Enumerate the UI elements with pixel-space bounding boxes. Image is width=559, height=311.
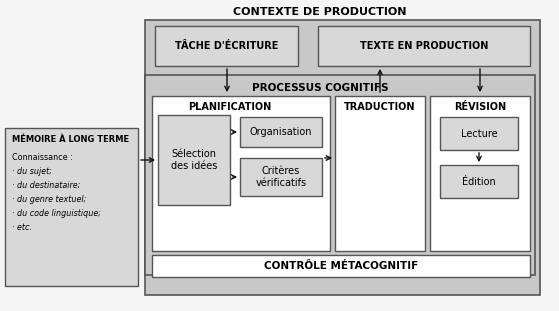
Bar bbox=[240, 158, 322, 196]
Text: Lecture: Lecture bbox=[461, 129, 498, 139]
Text: MÉMOIRE À LONG TERME: MÉMOIRE À LONG TERME bbox=[12, 136, 130, 145]
Text: TEXTE EN PRODUCTION: TEXTE EN PRODUCTION bbox=[360, 41, 488, 51]
Bar bbox=[152, 96, 330, 251]
Text: · du code linguistique;: · du code linguistique; bbox=[12, 209, 101, 218]
Text: Connaissance :: Connaissance : bbox=[12, 153, 73, 162]
Bar bbox=[240, 117, 322, 147]
Bar bbox=[5, 128, 138, 286]
Text: PROCESSUS COGNITIFS: PROCESSUS COGNITIFS bbox=[252, 83, 389, 93]
Text: RÉVISION: RÉVISION bbox=[454, 102, 506, 112]
Text: Sélection
des idées: Sélection des idées bbox=[171, 149, 217, 171]
Bar bbox=[145, 20, 540, 295]
Bar bbox=[158, 115, 230, 205]
Text: Édition: Édition bbox=[462, 177, 496, 187]
Text: Organisation: Organisation bbox=[250, 127, 312, 137]
Text: PLANIFICATION: PLANIFICATION bbox=[188, 102, 272, 112]
Bar bbox=[440, 165, 518, 198]
Text: CONTEXTE DE PRODUCTION: CONTEXTE DE PRODUCTION bbox=[233, 7, 407, 17]
Text: · du genre textuel;: · du genre textuel; bbox=[12, 195, 87, 204]
Bar bbox=[430, 96, 530, 251]
Text: Critères
vérificatifs: Critères vérificatifs bbox=[255, 166, 306, 188]
Text: · etc.: · etc. bbox=[12, 223, 32, 232]
Text: · du destinataire;: · du destinataire; bbox=[12, 181, 80, 190]
Bar bbox=[145, 75, 535, 275]
Text: TRADUCTION: TRADUCTION bbox=[344, 102, 416, 112]
Bar bbox=[155, 26, 298, 66]
Bar bbox=[318, 26, 530, 66]
Text: TÂCHE D'ÉCRITURE: TÂCHE D'ÉCRITURE bbox=[176, 41, 279, 51]
Bar bbox=[152, 255, 530, 277]
Bar bbox=[335, 96, 425, 251]
Text: · du sujet;: · du sujet; bbox=[12, 167, 52, 176]
Bar bbox=[440, 117, 518, 150]
Text: CONTRÔLE MÉTACOGNITIF: CONTRÔLE MÉTACOGNITIF bbox=[264, 261, 418, 271]
